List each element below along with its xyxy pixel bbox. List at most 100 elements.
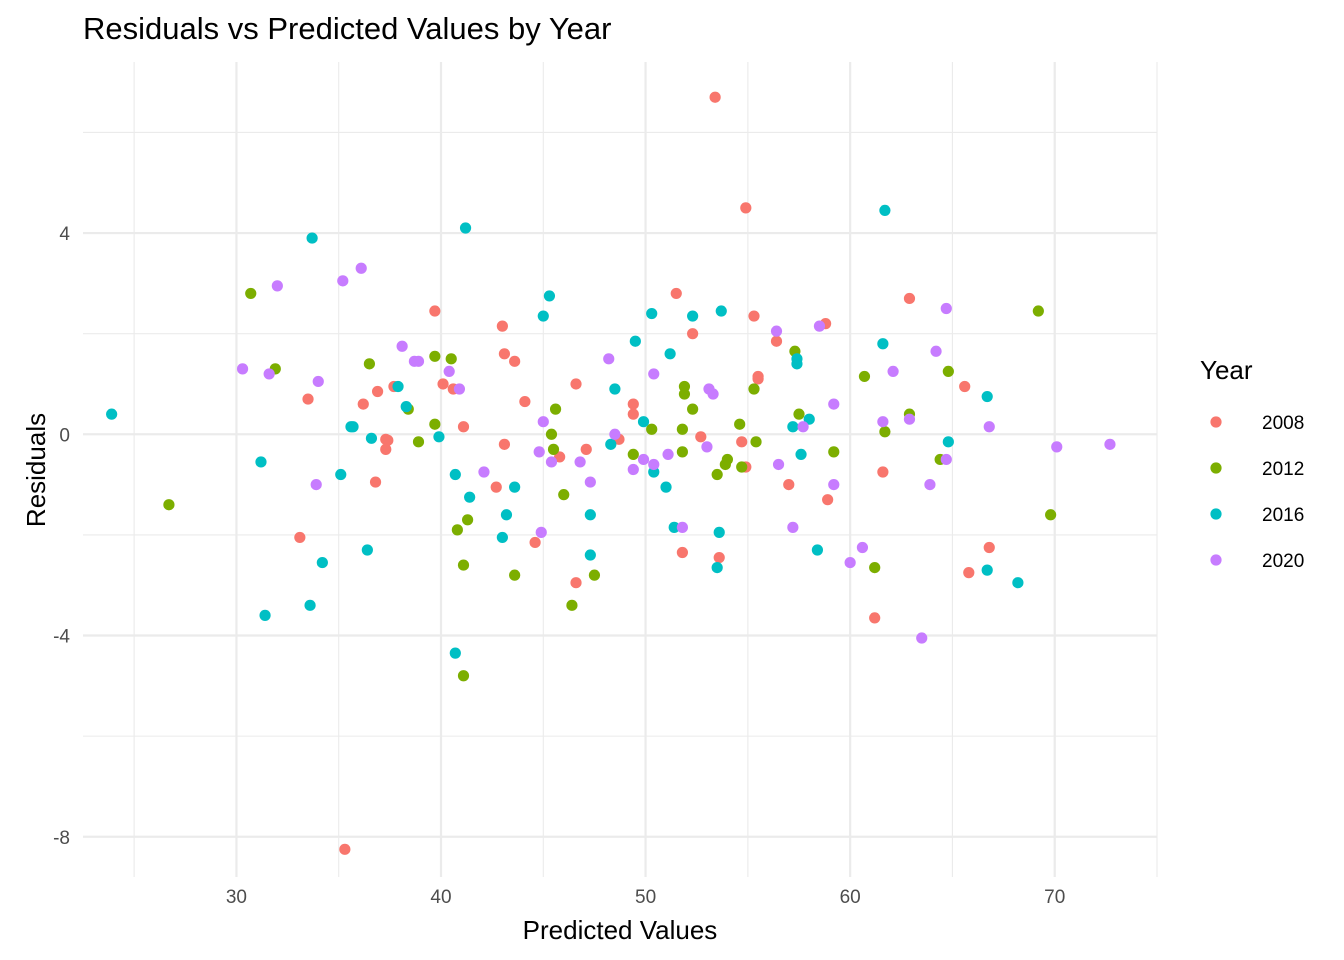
data-point-2016 xyxy=(306,232,318,244)
data-point-2008 xyxy=(709,91,721,103)
data-point-2012 xyxy=(163,499,175,511)
data-point-2008 xyxy=(740,202,752,214)
data-point-2012 xyxy=(719,458,731,471)
data-point-2012 xyxy=(627,448,639,461)
legend-label: 2012 xyxy=(1262,459,1304,480)
data-point-2020 xyxy=(924,478,936,491)
data-point-2016 xyxy=(335,468,347,481)
data-point-2008 xyxy=(903,292,916,305)
data-point-2016 xyxy=(711,562,723,574)
data-point-2008 xyxy=(770,335,783,347)
data-point-2012 xyxy=(828,446,840,458)
data-point-2016 xyxy=(660,481,672,493)
data-point-2008 xyxy=(963,567,975,579)
x-tick-label: 70 xyxy=(1044,887,1065,908)
data-point-2008 xyxy=(509,355,521,367)
data-point-2008 xyxy=(983,541,995,554)
data-point-2016 xyxy=(255,456,267,468)
data-point-2008 xyxy=(498,438,511,450)
data-point-2008 xyxy=(371,385,384,398)
y-axis-ticks: -8 -4 0 4 xyxy=(53,224,70,849)
data-point-2012 xyxy=(793,408,805,420)
data-point-2012 xyxy=(858,370,871,383)
legend: Year 2008 2012 2016 2020 xyxy=(1200,355,1304,572)
data-point-2008 xyxy=(529,536,541,549)
data-point-2008 xyxy=(736,436,748,448)
data-point-2012 xyxy=(1045,509,1057,521)
data-point-2016 xyxy=(687,310,699,322)
data-point-2008 xyxy=(496,320,508,332)
data-point-2012 xyxy=(412,436,425,448)
data-point-2020 xyxy=(236,363,249,375)
y-tick-label: -4 xyxy=(53,627,70,648)
data-point-2012 xyxy=(549,403,562,415)
data-point-2020 xyxy=(877,416,889,428)
data-points xyxy=(106,91,1116,855)
data-point-2012 xyxy=(869,562,881,574)
data-point-2016 xyxy=(449,468,461,481)
data-point-2016 xyxy=(803,413,815,425)
data-point-2016 xyxy=(646,307,658,320)
data-point-2016 xyxy=(811,544,824,556)
data-point-2016 xyxy=(449,647,461,659)
data-point-2008 xyxy=(457,421,470,433)
data-point-2020 xyxy=(412,355,425,367)
data-point-2020 xyxy=(772,458,785,471)
data-point-2020 xyxy=(584,476,596,488)
data-point-2008 xyxy=(519,395,531,408)
data-point-2012 xyxy=(750,436,762,448)
data-point-2016 xyxy=(609,383,621,395)
data-point-2016 xyxy=(715,305,727,317)
data-point-2016 xyxy=(584,509,596,521)
data-point-2016 xyxy=(509,481,521,493)
data-point-2016 xyxy=(713,526,725,538)
data-point-2012 xyxy=(942,365,954,377)
data-point-2020 xyxy=(930,345,942,357)
data-point-2016 xyxy=(637,416,650,428)
x-tick-label: 50 xyxy=(635,887,656,908)
chart-title: Residuals vs Predicted Values by Year xyxy=(83,11,611,46)
data-point-2020 xyxy=(940,453,952,466)
legend-key-2016 xyxy=(1210,508,1222,520)
data-point-2016 xyxy=(361,544,373,556)
y-tick-label: 0 xyxy=(59,425,70,446)
data-point-2020 xyxy=(983,421,995,433)
data-point-2020 xyxy=(355,262,367,274)
data-point-2008 xyxy=(294,531,306,544)
data-point-2012 xyxy=(676,423,688,435)
data-point-2016 xyxy=(877,338,889,350)
data-point-2008 xyxy=(380,443,392,455)
data-point-2020 xyxy=(443,365,455,377)
data-point-2020 xyxy=(787,521,799,533)
data-point-2012 xyxy=(736,461,748,473)
data-point-2020 xyxy=(609,428,621,440)
data-point-2016 xyxy=(942,436,954,448)
data-point-2020 xyxy=(916,632,928,644)
data-point-2008 xyxy=(490,481,502,493)
data-point-2008 xyxy=(570,577,582,589)
data-point-2016 xyxy=(537,310,549,322)
data-point-2008 xyxy=(687,328,699,340)
data-point-2012 xyxy=(547,443,560,455)
data-point-2016 xyxy=(981,564,993,576)
data-point-2016 xyxy=(879,204,891,217)
data-point-2020 xyxy=(662,448,674,461)
data-point-2020 xyxy=(535,526,547,538)
data-point-2020 xyxy=(537,416,549,428)
data-point-2016 xyxy=(365,432,378,444)
data-point-2016 xyxy=(629,335,641,347)
data-point-2008 xyxy=(822,494,834,506)
data-point-2016 xyxy=(400,401,412,413)
data-point-2008 xyxy=(959,380,971,393)
data-point-2020 xyxy=(648,458,660,471)
data-point-2016 xyxy=(787,421,799,433)
data-point-2012 xyxy=(245,287,257,300)
data-point-2016 xyxy=(464,491,476,503)
data-point-2016 xyxy=(1012,577,1024,589)
data-point-2020 xyxy=(263,368,275,380)
data-point-2016 xyxy=(605,438,617,450)
data-point-2016 xyxy=(259,609,271,621)
data-point-2020 xyxy=(903,413,916,425)
data-point-2008 xyxy=(676,546,688,559)
